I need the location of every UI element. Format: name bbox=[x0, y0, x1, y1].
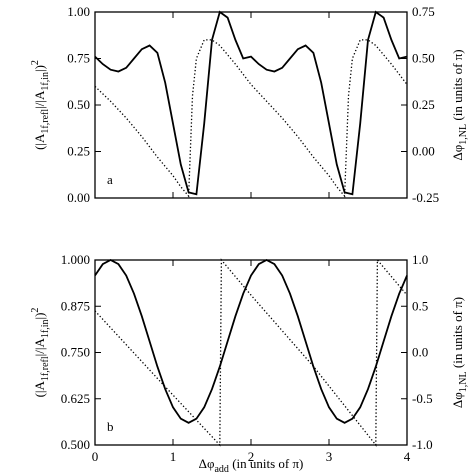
x-tick-label: 4 bbox=[404, 449, 411, 464]
y-axis-label-part: 1f,in bbox=[40, 320, 51, 339]
y2-axis-label-part: (in units of π) bbox=[450, 297, 465, 371]
y-tick-label: 0.25 bbox=[67, 144, 90, 159]
y2-axis-label-part: 1,NL bbox=[458, 371, 469, 392]
y-tick-label: 0.625 bbox=[61, 391, 90, 406]
y2-tick-label: 0.50 bbox=[412, 51, 435, 66]
y-axis-label-part: 1f,refl bbox=[40, 109, 51, 134]
y-axis-label-part: |) bbox=[32, 65, 47, 72]
x-tick-label: 1 bbox=[170, 449, 177, 464]
y2-tick-label: 0.0 bbox=[412, 345, 428, 360]
y-tick-label: 1.000 bbox=[61, 252, 90, 267]
y2-tick-label: 0.25 bbox=[412, 97, 435, 112]
x-axis-label-part: (in units of π) bbox=[229, 456, 303, 471]
y2-tick-label: -0.25 bbox=[412, 190, 439, 205]
y-axis-label-part: 2 bbox=[30, 60, 41, 65]
y-axis-label-part: (|A bbox=[32, 380, 47, 397]
series-line bbox=[94, 10, 408, 196]
y2-axis-label-part: (in units of π) bbox=[450, 49, 465, 123]
plot-frame bbox=[94, 11, 408, 199]
y-axis-label: (|A1f,refl|/|A1f,in|)2 bbox=[30, 308, 51, 398]
x-tick-label: 0 bbox=[92, 449, 99, 464]
plot-frame bbox=[94, 259, 408, 446]
y-axis-label-part: |) bbox=[32, 313, 47, 320]
y2-tick-label: -0.5 bbox=[412, 391, 433, 406]
x-axis-label-part: add bbox=[214, 464, 228, 474]
y-axis-label-part: |/|A bbox=[32, 338, 47, 357]
y-axis-label-part: |/|A bbox=[32, 90, 47, 109]
y2-axis-label: Δφ1,NL (in units of π) bbox=[450, 297, 469, 408]
y-axis-label-part: 2 bbox=[30, 308, 41, 313]
y2-tick-label: -1.0 bbox=[412, 437, 433, 452]
y-tick-label: 0.75 bbox=[67, 51, 90, 66]
x-axis-label: Δφadd (in units of π) bbox=[199, 456, 304, 474]
series-line bbox=[94, 258, 408, 424]
y2-tick-label: 0.5 bbox=[412, 298, 428, 313]
y-axis-label-part: 1f,refl bbox=[40, 356, 51, 381]
x-tick-label: 2 bbox=[248, 449, 255, 464]
y-tick-label: 1.00 bbox=[67, 4, 90, 19]
y-axis-label: (|A1f,refl|/|A1f,in|)2 bbox=[30, 60, 51, 150]
y-axis-label-part: 1f,in bbox=[40, 72, 51, 91]
y-tick-label: 0.00 bbox=[67, 190, 90, 205]
x-axis-label-part: Δφ bbox=[199, 456, 215, 471]
y2-axis-label: Δφ1,NL (in units of π) bbox=[450, 49, 469, 160]
panel-label: a bbox=[107, 172, 113, 187]
y-tick-label: 0.750 bbox=[61, 345, 90, 360]
y-tick-label: 0.50 bbox=[67, 97, 90, 112]
y2-tick-label: 0.75 bbox=[412, 4, 435, 19]
y2-axis-label-part: 1,NL bbox=[458, 124, 469, 145]
y2-axis-label-part: Δφ bbox=[450, 392, 465, 408]
panel-label: b bbox=[107, 419, 114, 434]
y-axis-label-part: (|A bbox=[32, 133, 47, 150]
y2-tick-label: 0.00 bbox=[412, 144, 435, 159]
y2-axis-label-part: Δφ bbox=[450, 145, 465, 161]
y2-tick-label: 1.0 bbox=[412, 252, 428, 267]
y-tick-label: 0.500 bbox=[61, 437, 90, 452]
series-line bbox=[94, 258, 408, 447]
y-tick-label: 0.875 bbox=[61, 298, 90, 313]
x-tick-label: 3 bbox=[326, 449, 333, 464]
